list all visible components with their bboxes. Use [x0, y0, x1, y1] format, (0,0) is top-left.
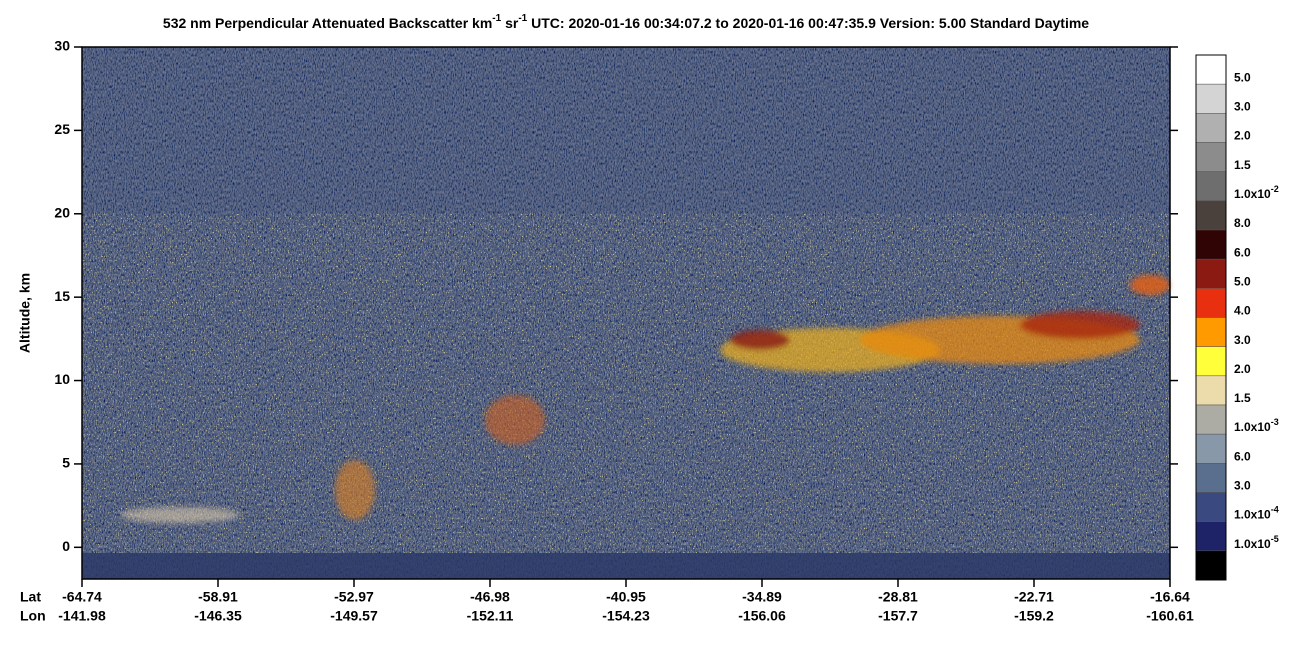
x-tick-label: -141.98 [58, 608, 106, 624]
x-tick-label: -52.97 [334, 589, 374, 605]
x-tick-label: -154.23 [602, 608, 650, 624]
x-tick-label: -157.7 [878, 608, 918, 624]
colorbar-swatch [1195, 288, 1227, 318]
x-tick-label: -34.89 [742, 589, 782, 605]
title-part: UTC: 2020-01-16 00:34:07.2 to 2020-01-16… [527, 15, 1089, 31]
x-tick-label: -156.06 [738, 608, 786, 624]
colorbar-swatch [1195, 404, 1227, 435]
colorbar-label: 6.0 [1234, 245, 1251, 259]
x-tick-label: -160.61 [1146, 608, 1194, 624]
colorbar-label: 1.0x10-5 [1234, 534, 1279, 551]
colorbar-swatch [1195, 317, 1227, 347]
y-tick-label: 20 [54, 204, 70, 220]
colorbar-swatch [1195, 229, 1227, 260]
colorbar-swatch [1195, 433, 1227, 464]
colorbar: 5.03.02.01.51.0x10-28.06.05.04.03.02.01.… [1195, 54, 1279, 581]
colorbar-label-base: 1.0x10 [1234, 508, 1271, 522]
x-row-name: Lat [20, 589, 41, 605]
colorbar-label: 5.0 [1234, 275, 1251, 289]
colorbar-swatch [1195, 142, 1227, 172]
y-axis-label: Altitude, km [17, 273, 33, 353]
colorbar-label: 2.0 [1234, 362, 1251, 376]
colorbar-swatch [1195, 375, 1227, 406]
x-tick-label: -146.35 [194, 608, 242, 624]
colorbar-label: 1.0x10-4 [1234, 505, 1279, 522]
colorbar-swatch [1195, 521, 1227, 552]
colorbar-label: 3.0 [1234, 479, 1251, 493]
x-tick-label: -64.74 [62, 589, 102, 605]
colorbar-swatch [1195, 83, 1227, 114]
colorbar-frame [1195, 54, 1227, 581]
colorbar-swatch [1195, 492, 1227, 522]
colorbar-label-exponent: -4 [1271, 505, 1279, 515]
x-tick-label: -22.71 [1014, 589, 1054, 605]
colorbar-label: 1.5 [1234, 391, 1251, 405]
chart-title: 532 nm Perpendicular Attenuated Backscat… [163, 13, 1089, 31]
y-tick-label: 0 [62, 538, 70, 554]
colorbar-label-base: 1.0x10 [1234, 187, 1271, 201]
title-superscript: -1 [518, 13, 527, 24]
colorbar-swatch [1195, 200, 1227, 231]
x-tick-label: -159.2 [1014, 608, 1054, 624]
colorbar-swatch [1195, 113, 1227, 143]
x-tick-label: -149.57 [330, 608, 378, 624]
x-tick-label: -16.64 [1150, 589, 1190, 605]
colorbar-label: 4.0 [1234, 304, 1251, 318]
colorbar-label-exponent: -2 [1271, 184, 1279, 194]
colorbar-swatch [1195, 258, 1227, 289]
colorbar-label-base: 1.0x10 [1234, 537, 1271, 551]
x-tick-label: -46.98 [470, 589, 510, 605]
colorbar-label-exponent: -5 [1271, 534, 1279, 544]
colorbar-label: 1.0x10-2 [1234, 184, 1279, 201]
colorbar-swatch [1195, 550, 1227, 581]
y-tick-label: 15 [54, 288, 70, 304]
colorbar-label: 2.0 [1234, 129, 1251, 143]
colorbar-label: 8.0 [1234, 216, 1251, 230]
y-tick-label: 10 [54, 371, 70, 387]
colorbar-label: 5.0 [1234, 70, 1251, 84]
colorbar-swatch [1195, 346, 1227, 377]
colorbar-swatch [1195, 171, 1227, 202]
curtain-image [82, 47, 1170, 579]
colorbar-label: 1.0x10-3 [1234, 418, 1279, 435]
title-part: 532 nm Perpendicular Attenuated Backscat… [163, 15, 492, 31]
colorbar-swatch [1195, 54, 1227, 85]
x-tick-label: -28.81 [878, 589, 918, 605]
x-tick-label: -152.11 [467, 608, 514, 624]
colorbar-label: 6.0 [1234, 450, 1251, 464]
x-row-name: Lon [20, 608, 46, 624]
y-tick-label: 30 [54, 38, 70, 54]
colorbar-swatch [1195, 463, 1227, 493]
x-tick-label: -58.91 [198, 589, 238, 605]
y-tick-label: 5 [62, 455, 70, 471]
y-tick-label: 25 [54, 121, 70, 137]
title-superscript: -1 [492, 13, 501, 24]
colorbar-label-base: 1.0x10 [1234, 420, 1271, 434]
colorbar-label-exponent: -3 [1271, 418, 1279, 428]
title-part: sr [501, 15, 519, 31]
colorbar-label: 1.5 [1234, 158, 1251, 172]
x-tick-label: -40.95 [606, 589, 646, 605]
colorbar-label: 3.0 [1234, 333, 1251, 347]
colorbar-label: 3.0 [1234, 100, 1251, 114]
